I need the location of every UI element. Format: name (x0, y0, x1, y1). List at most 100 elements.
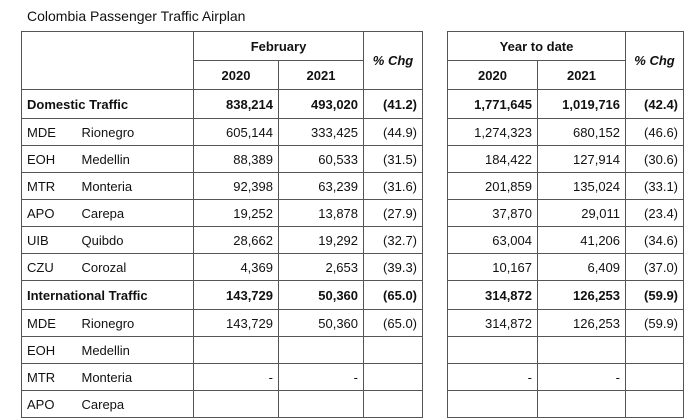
ytd-pct-chg-value (625, 336, 685, 364)
section-label: International Traffic (21, 280, 194, 310)
ytd-2021-value: - (536, 363, 627, 391)
feb-2021-value: - (277, 363, 365, 391)
feb-pct-chg-value: (31.6) (363, 172, 424, 200)
ytd-2021-value: 1,019,716 (536, 89, 627, 119)
table-row: 201,859 135,024 (33.1) (447, 172, 685, 200)
feb-pct-chg-value: (44.9) (363, 118, 424, 146)
ytd-pct-chg-value: (23.4) (625, 199, 685, 227)
ytd-pct-chg-value (625, 363, 685, 391)
airport-code: EOH (21, 145, 77, 173)
section-row: Domestic Traffic 838,214 493,020 (41.2) (21, 89, 424, 119)
section-row: International Traffic 143,729 50,360 (65.0) (21, 280, 424, 310)
table-row: MTR Monteria - - (21, 363, 424, 391)
ytd-2020-value: 1,274,323 (447, 118, 538, 146)
feb-2021-value: 50,360 (277, 309, 365, 337)
airport-code: UIB (21, 226, 77, 254)
airport-code: CZU (21, 253, 77, 281)
table-row: MDE Rionegro 605,144 333,425 (44.9) (21, 118, 424, 146)
feb-pct-chg-value: (32.7) (363, 226, 424, 254)
airport-city: Carepa (76, 390, 194, 418)
airport-city: Corozal (76, 253, 194, 281)
feb-pct-chg-value: (65.0) (363, 309, 424, 337)
ytd-pct-chg-value: (59.9) (625, 280, 685, 310)
section-label: Domestic Traffic (21, 89, 194, 119)
ytd-2021-value (536, 390, 627, 418)
feb-2021-value: 13,878 (277, 199, 365, 227)
feb-2020-value: - (193, 363, 279, 391)
table-row: 63,004 41,206 (34.6) (447, 226, 685, 254)
table-row (447, 390, 685, 418)
table-row: APO Carepa (21, 390, 424, 418)
table-row: 184,422 127,914 (30.6) (447, 145, 685, 173)
feb-2021-value (277, 390, 365, 418)
feb-2021-value: 333,425 (277, 118, 365, 146)
ytd-2020-value: 10,167 (447, 253, 538, 281)
feb-2020-value: 4,369 (193, 253, 279, 281)
feb-2020-value: 838,214 (193, 89, 279, 119)
ytd-2021-value: 41,206 (536, 226, 627, 254)
header-blank (21, 31, 194, 61)
feb-2020-value: 28,662 (193, 226, 279, 254)
airport-code: APO (21, 390, 77, 418)
table-row: CZU Corozal 4,369 2,653 (39.3) (21, 253, 424, 281)
feb-2021-value: 50,360 (277, 280, 365, 310)
ytd-pct-chg-value: (46.6) (625, 118, 685, 146)
feb-2020-value: 605,144 (193, 118, 279, 146)
airport-code: MTR (21, 172, 77, 200)
ytd-2021-value: 6,409 (536, 253, 627, 281)
table-row: 1,274,323 680,152 (46.6) (447, 118, 685, 146)
ytd-2021-value: 135,024 (536, 172, 627, 200)
feb-pct-chg-header: % Chg (363, 31, 424, 90)
airport-city: Monteria (76, 172, 194, 200)
february-table: February % Chg 2020 2021 Domestic Traffi… (21, 31, 424, 418)
ytd-2021-value: 29,011 (536, 199, 627, 227)
ytd-pct-chg-value: (30.6) (625, 145, 685, 173)
feb-2020-value: 143,729 (193, 309, 279, 337)
february-header: February (192, 31, 365, 61)
airport-city: Rionegro (76, 118, 194, 146)
airport-city: Rionegro (76, 309, 194, 337)
feb-2021-value: 60,533 (277, 145, 365, 173)
feb-2021-value (277, 336, 365, 364)
table-row: UIB Quibdo 28,662 19,292 (32.7) (21, 226, 424, 254)
ytd-2020-value: 314,872 (447, 309, 538, 337)
ytd-2020-value: 63,004 (447, 226, 538, 254)
ytd-2020-header: 2020 (447, 60, 538, 90)
table-row: 314,872 126,253 (59.9) (447, 309, 685, 337)
table-row: -- (447, 363, 685, 391)
feb-2021-value: 493,020 (277, 89, 365, 119)
feb-pct-chg-value: (65.0) (363, 280, 424, 310)
feb-2021-value: 63,239 (277, 172, 365, 200)
feb-pct-chg-value: (39.3) (363, 253, 424, 281)
section-row: 1,771,645 1,019,716 (42.4) (447, 89, 685, 119)
ytd-2021-value (536, 336, 627, 364)
ytd-pct-chg-value: (34.6) (625, 226, 685, 254)
table-row: MDE Rionegro 143,729 50,360 (65.0) (21, 309, 424, 337)
feb-2021-value: 2,653 (277, 253, 365, 281)
airport-city: Quibdo (76, 226, 194, 254)
airport-code: MDE (21, 309, 77, 337)
ytd-2021-value: 126,253 (536, 309, 627, 337)
feb-2020-value: 143,729 (193, 280, 279, 310)
ytd-2020-value: 37,870 (447, 199, 538, 227)
ytd-header: Year to date (446, 31, 627, 61)
ytd-2020-value: 201,859 (447, 172, 538, 200)
feb-2021-value: 19,292 (277, 226, 365, 254)
feb-pct-chg-value (363, 336, 424, 364)
table-row (447, 336, 685, 364)
section-row: 314,872 126,253 (59.9) (447, 280, 685, 310)
ytd-2021-value: 126,253 (536, 280, 627, 310)
feb-2020-value: 92,398 (193, 172, 279, 200)
table-row: 10,167 6,409 (37.0) (447, 253, 685, 281)
feb-2020-value: 88,389 (193, 145, 279, 173)
airport-city: Medellin (76, 336, 194, 364)
header-blank (21, 60, 194, 90)
feb-2020-value (193, 390, 279, 418)
ytd-2020-value: 314,872 (447, 280, 538, 310)
ytd-2021-value: 127,914 (536, 145, 627, 173)
feb-2020-value: 19,252 (193, 199, 279, 227)
airport-code: APO (21, 199, 77, 227)
table-row: EOH Medellin 88,389 60,533 (31.5) (21, 145, 424, 173)
ytd-pct-chg-value: (37.0) (625, 253, 685, 281)
ytd-2021-value: 680,152 (536, 118, 627, 146)
